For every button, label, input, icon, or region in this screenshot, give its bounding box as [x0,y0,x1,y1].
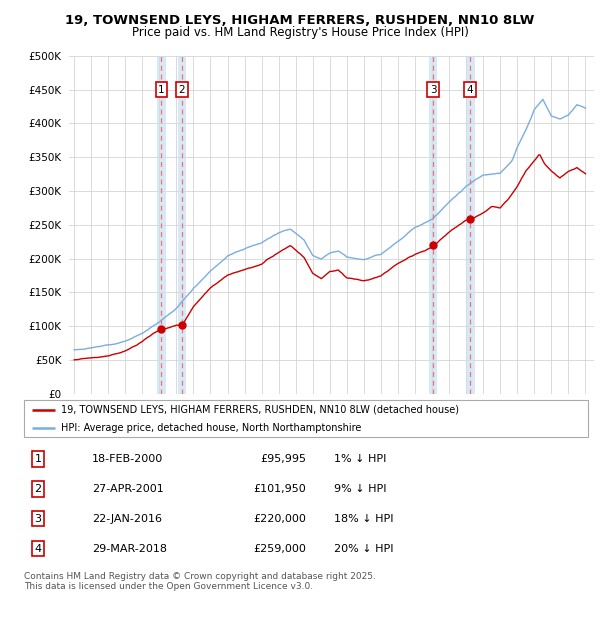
Text: Price paid vs. HM Land Registry's House Price Index (HPI): Price paid vs. HM Land Registry's House … [131,26,469,39]
Text: 4: 4 [35,544,41,554]
Text: 19, TOWNSEND LEYS, HIGHAM FERRERS, RUSHDEN, NN10 8LW (detached house): 19, TOWNSEND LEYS, HIGHAM FERRERS, RUSHD… [61,405,458,415]
Text: Contains HM Land Registry data © Crown copyright and database right 2025.
This d: Contains HM Land Registry data © Crown c… [24,572,376,591]
Text: 3: 3 [430,84,436,95]
Text: 29-MAR-2018: 29-MAR-2018 [92,544,167,554]
Bar [178,56,186,394]
Text: HPI: Average price, detached house, North Northamptonshire: HPI: Average price, detached house, Nort… [61,423,361,433]
Text: 2: 2 [35,484,41,494]
Text: 19, TOWNSEND LEYS, HIGHAM FERRERS, RUSHDEN, NN10 8LW: 19, TOWNSEND LEYS, HIGHAM FERRERS, RUSHD… [65,14,535,27]
Text: 9% ↓ HPI: 9% ↓ HPI [334,484,387,494]
Bar [157,56,166,394]
Text: 22-JAN-2016: 22-JAN-2016 [92,514,161,524]
FancyBboxPatch shape [24,400,588,437]
Text: £220,000: £220,000 [253,514,306,524]
Text: 1: 1 [35,454,41,464]
Text: 18% ↓ HPI: 18% ↓ HPI [334,514,394,524]
Bar [429,56,437,394]
Bar [466,56,475,394]
Text: 3: 3 [35,514,41,524]
Text: 18-FEB-2000: 18-FEB-2000 [92,454,163,464]
Text: 20% ↓ HPI: 20% ↓ HPI [334,544,394,554]
Text: 1% ↓ HPI: 1% ↓ HPI [334,454,386,464]
Text: 1: 1 [158,84,165,95]
Text: £101,950: £101,950 [253,484,306,494]
Text: 2: 2 [179,84,185,95]
Text: 4: 4 [467,84,473,95]
Text: £95,995: £95,995 [260,454,306,464]
Text: £259,000: £259,000 [253,544,306,554]
Text: 27-APR-2001: 27-APR-2001 [92,484,163,494]
